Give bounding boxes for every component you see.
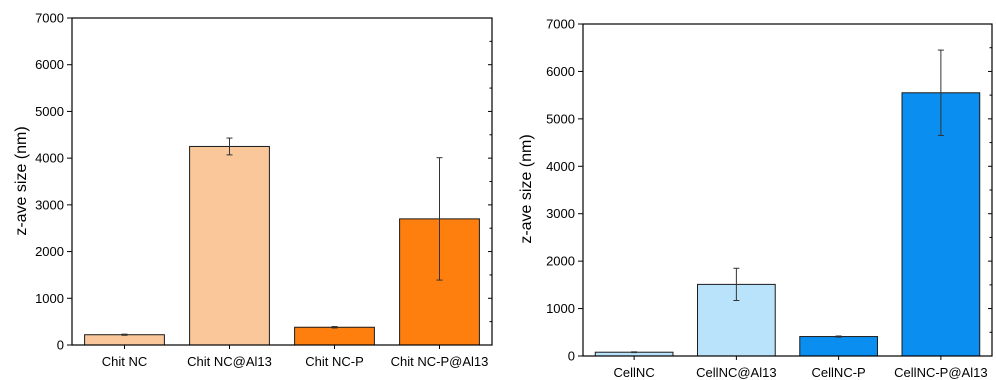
left-y-tick-label: 3000 [35,197,64,212]
right-bar-3 [799,336,878,357]
left-x-tick-label: Chit NC-P@Al13 [391,354,489,369]
left-y-tick-label: 0 [57,338,64,353]
left-error-bar-4 [436,157,443,281]
right-y-tick-label: 4000 [546,159,575,174]
right-x-tick-label: CellNC-P@Al13 [894,365,987,380]
right-y-axis-title: z-ave size (nm) [518,134,535,243]
left-x-tick-label: Chit NC [102,354,148,369]
right-error-bar-3 [835,335,842,338]
right-y-tick-label: 2000 [546,254,575,269]
right-x-tick-label: CellNC [614,365,655,380]
left-y-tick-label: 7000 [35,11,64,26]
left-error-bar-1 [121,333,128,336]
left-error-bar-2 [226,137,233,156]
right-chart: z-ave size (nm) CellNC CellNC@Al13 CellNC-… [518,17,993,380]
left-bar-3 [294,326,375,346]
left-bar-2 [189,145,270,346]
right-y-tick-label: 6000 [546,64,575,79]
left-y-axis-title: z-ave size (nm) [13,126,30,235]
left-y-tick-label: 4000 [35,151,64,166]
right-y-tick-label: 1000 [546,301,575,316]
left-plot-frame [71,17,493,346]
right-bar-4 [901,92,981,357]
right-error-bar-2 [733,267,740,302]
right-x-tick-label: CellNC-P [812,365,866,380]
right-y-tick-label: 7000 [546,17,575,32]
left-error-bar-3 [331,326,338,329]
right-error-bar-4 [937,49,944,136]
right-y-tick-label: 0 [568,349,575,364]
right-x-tick-label: CellNC@Al13 [696,365,776,380]
left-y-tick-label: 1000 [35,291,64,306]
left-y-tick-label: 2000 [35,244,64,259]
left-y-tick-label: 5000 [35,104,64,119]
left-y-tick-label: 6000 [35,57,64,72]
right-y-tick-label: 3000 [546,206,575,221]
left-x-tick-label: Chit NC-P [305,354,364,369]
right-y-tick-label: 5000 [546,111,575,126]
left-bar-1 [84,334,165,346]
right-plot-frame [582,23,993,357]
left-x-tick-label: Chit NC@Al13 [187,354,272,369]
right-error-bar-1 [631,351,638,354]
left-chart: z-ave size (nm) Chit NC Chit NC@Al13 Chit … [13,11,493,369]
